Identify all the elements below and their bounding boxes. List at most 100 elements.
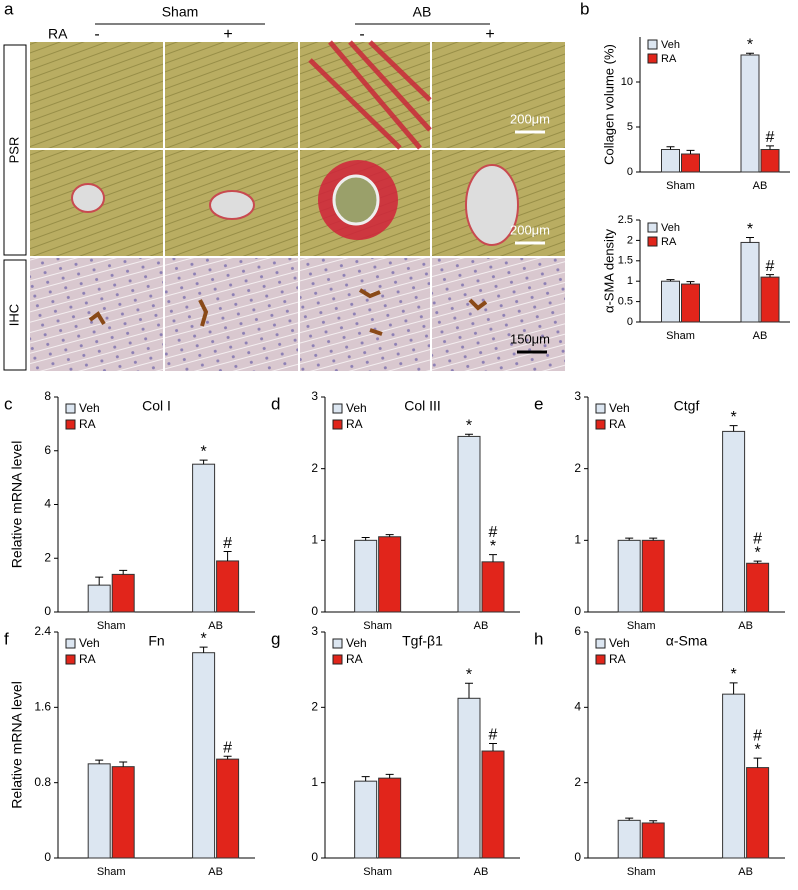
- error-bar: [95, 759, 104, 764]
- stain: [308, 40, 432, 150]
- scale-label: 200μm: [510, 111, 550, 126]
- bar: [740, 54, 760, 173]
- group-label: Sham: [162, 4, 199, 20]
- y-axis-label: Relative mRNA level: [9, 681, 25, 809]
- error-bar: [753, 757, 762, 768]
- error-bar: [729, 682, 738, 695]
- chart-title: α-Sma: [666, 633, 708, 649]
- error-bar: [766, 274, 774, 278]
- sign: -: [359, 26, 364, 43]
- legend-swatch: [647, 222, 658, 233]
- significance-mark: *: [730, 666, 736, 683]
- significance-mark: *: [466, 417, 472, 434]
- y-tick-label: 6: [44, 443, 51, 457]
- sign: -: [94, 26, 99, 43]
- y-tick-label: 0.8: [34, 775, 51, 789]
- legend-swatch: [332, 638, 343, 649]
- y-tick-label: 3: [311, 624, 318, 638]
- legend-label: RA: [661, 53, 677, 65]
- bar: [661, 149, 680, 173]
- scale-label: 150μm: [510, 331, 550, 346]
- bar: [481, 561, 505, 613]
- legend-swatch: [595, 403, 606, 414]
- x-tick-label: AB: [753, 330, 768, 342]
- significance-mark: #: [753, 727, 762, 744]
- micrograph: [165, 258, 298, 371]
- y-tick-label: 0: [627, 166, 633, 178]
- y-tick-label: 5: [627, 121, 633, 133]
- micrograph: [165, 42, 298, 148]
- significance-mark: #: [753, 530, 762, 547]
- y-tick-label: 0.5: [618, 296, 633, 308]
- legend-label: Veh: [79, 636, 100, 650]
- legend-label: Veh: [79, 401, 100, 415]
- panel-a: a Sham AB RA - + - + PSR IHC: [3, 0, 565, 371]
- legend-swatch: [595, 654, 606, 665]
- bar: [457, 435, 481, 613]
- bar: [354, 780, 378, 859]
- bar: [378, 536, 402, 613]
- scale-label: 200μm: [510, 222, 550, 237]
- y-axis-label: Collagen volume (%): [601, 44, 616, 165]
- bar: [216, 560, 240, 613]
- x-tick-label: AB: [474, 620, 489, 632]
- legend-swatch: [65, 654, 76, 665]
- x-tick-label: Sham: [363, 866, 392, 878]
- error-bar: [666, 146, 675, 150]
- y-axis-label: α-SMA density: [601, 228, 616, 313]
- y-tick-label: 1: [574, 533, 581, 547]
- x-tick-label: AB: [753, 180, 768, 192]
- significance-mark: *: [730, 409, 736, 426]
- x-tick-label: Sham: [97, 866, 126, 878]
- error-bar: [625, 537, 634, 541]
- y-tick-label: 2: [574, 461, 581, 475]
- panel-letter: g: [271, 629, 280, 648]
- vessel: [71, 183, 105, 213]
- significance-mark: *: [754, 544, 760, 561]
- significance-mark: *: [466, 666, 472, 683]
- row-box: [3, 44, 27, 256]
- legend-label: Veh: [661, 222, 680, 234]
- significance-mark: #: [223, 535, 232, 552]
- error-bar: [766, 145, 774, 150]
- bar: [740, 241, 760, 323]
- legend-label: RA: [661, 236, 677, 248]
- significance-mark: #: [766, 258, 775, 275]
- bar: [617, 819, 641, 859]
- legend-swatch: [647, 236, 658, 247]
- micrograph: [300, 258, 430, 371]
- sign: +: [223, 26, 232, 43]
- significance-mark: *: [200, 443, 206, 460]
- panel-letter: h: [534, 629, 543, 648]
- y-tick-label: 0: [574, 850, 581, 864]
- bar: [760, 276, 780, 323]
- y-tick-label: 0: [574, 604, 581, 618]
- micrographs: 200μm 200μm 150μm: [30, 40, 565, 371]
- vessel: [209, 190, 255, 220]
- bar: [746, 767, 770, 859]
- legend-swatch: [647, 39, 658, 50]
- legend-label: Veh: [609, 401, 630, 415]
- bar: [746, 562, 770, 613]
- y-tick-label: 1: [311, 533, 318, 547]
- y-tick-label: 2: [311, 461, 318, 475]
- bar: [722, 430, 746, 613]
- bar: [192, 652, 216, 859]
- y-tick-label: 1.5: [618, 255, 633, 267]
- y-tick-label: 2: [311, 700, 318, 714]
- error-bar: [95, 576, 104, 586]
- error-bar: [385, 773, 394, 779]
- significance-mark: #: [489, 524, 498, 541]
- chart-title: Fn: [148, 633, 164, 649]
- sign: +: [485, 26, 494, 43]
- legend-swatch: [595, 419, 606, 430]
- micrograph: [432, 42, 565, 148]
- micrograph: [30, 42, 163, 148]
- bar: [681, 153, 700, 173]
- error-bar: [119, 569, 128, 575]
- y-tick-label: 0: [627, 316, 633, 328]
- legend-swatch: [332, 419, 343, 430]
- y-tick-label: 3: [311, 389, 318, 403]
- error-bar: [686, 149, 695, 154]
